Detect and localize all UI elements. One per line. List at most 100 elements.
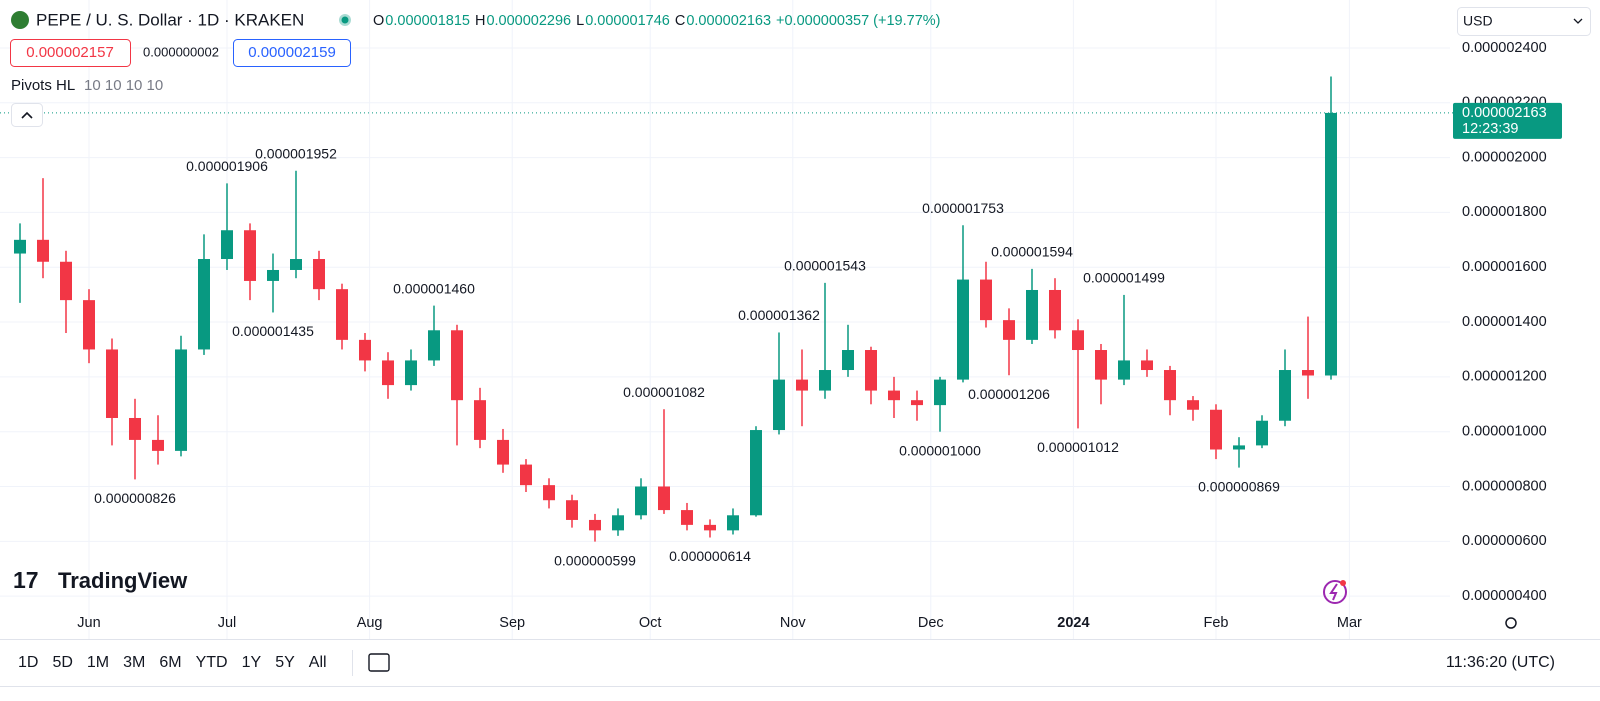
settings-icon[interactable] [1505,617,1517,629]
candle-body [1049,289,1061,331]
candle-body [658,486,670,511]
candle-body [1003,320,1015,340]
candle-body [1118,360,1130,380]
y-tick-label: 0.000000800 [1462,478,1547,494]
candle-body [612,515,624,531]
brand: TradingView [58,568,188,593]
brand-logo: 17 [13,567,39,593]
candle-body [1141,360,1153,371]
candle-body [1210,409,1222,450]
range-button[interactable]: 3M [123,654,145,671]
range-button[interactable]: 5D [52,654,72,671]
currency-select[interactable] [1457,7,1591,36]
symbol-logo [11,11,29,29]
x-tick-label: 2024 [1057,615,1089,631]
candle-body [175,349,187,451]
candle-body [497,439,509,465]
candle-body [796,379,808,391]
chevron [1573,18,1583,24]
candle-body [451,330,463,401]
candle-body [980,279,992,321]
pivot-high-label: 0.000001594 [991,244,1073,260]
symbol-title[interactable]: PEPE / U. S. Dollar · 1D · KRAKEN [36,10,304,29]
ohlc-value: 0.000002296 [486,13,571,29]
candle-body [382,360,394,386]
pivot-low-label: 0.000001000 [899,442,981,458]
range-button[interactable]: YTD [196,654,228,671]
range-button[interactable]: All [309,654,327,671]
range-button[interactable]: 1M [87,654,109,671]
candle-body [865,350,877,391]
candle-body [313,259,325,290]
candle-body [106,349,118,418]
pivot-labels: 0.000000826 0.000001906 0.000001435 0.00000… [94,145,1280,568]
candle-body [1072,330,1084,351]
x-tick-label: Nov [780,615,807,631]
y-tick-label: 0.000000400 [1462,588,1547,604]
y-tick-label: 0.000001600 [1462,259,1547,275]
pivot-low-label: 0.000001435 [232,323,314,339]
x-tick-label: Jul [218,615,237,631]
x-tick-label: Dec [918,615,944,631]
y-tick-label: 0.000001200 [1462,369,1547,385]
market-status-dot [341,16,349,24]
currency: USD [1463,13,1493,29]
indicator-name[interactable]: Pivots HL [11,77,75,94]
candle-body [842,350,854,371]
candle-body [83,300,95,350]
candle-body [1279,370,1291,421]
range-button[interactable]: 1D [18,654,38,671]
ohlc-legend: O 0.000001815 H 0.000002296 L 0.000001746 C 0.0… [373,13,771,29]
sell-button[interactable] [10,39,131,67]
alert-icon[interactable] [1323,580,1347,604]
countdown: 12:23:39 [1462,121,1518,137]
pivot-high-label: 0.000001906 [186,158,268,174]
candle-body [129,417,141,440]
candle-body [60,261,72,301]
buy-button[interactable] [233,39,351,67]
x-tick-label: Aug [357,615,383,631]
indicator-params: 10 10 10 10 [84,77,163,94]
range-button[interactable]: 1Y [242,654,262,671]
candle-body [1095,350,1107,380]
candle-body [1187,400,1199,410]
ohlc-key: L [576,13,584,29]
clock[interactable]: 11:36:20 (UTC) [1446,654,1555,671]
candle-body [888,390,900,401]
candle-body [750,430,762,516]
alert-dot [1340,580,1346,586]
alert-bolt [1329,583,1338,601]
candle-body [290,259,302,270]
candle-body [14,239,26,254]
candle-body [589,519,601,531]
date-range-icon[interactable] [368,653,390,672]
range-button[interactable]: 6M [159,654,181,671]
x-tick-label: Jun [77,615,100,631]
candle-body [267,269,279,281]
candle-body [773,379,785,431]
x-tick-label: Oct [639,615,662,631]
candle-body [1233,445,1245,450]
collapse-button[interactable] [11,103,43,127]
last-price-label: 0.000002163 [1462,105,1547,121]
last-price-box [1453,102,1562,139]
pivot-high-label: 0.000001543 [784,258,866,274]
candle-body [428,330,440,361]
candle-body [1325,112,1337,376]
ohlc-value: 0.000001746 [585,13,670,29]
sell-price: 0.000002157 [26,44,114,61]
pivot-high-label: 0.000001499 [1083,270,1165,286]
candle-body [520,464,532,486]
candle-body [1302,370,1314,376]
candle-body [957,279,969,380]
candle-body [37,239,49,262]
candle-body [244,230,256,281]
candle-body [727,515,739,531]
x-tick-label: Mar [1337,615,1362,631]
price-axis: 0.000000400 0.000000600 0.000000800 0.00000… [1453,40,1562,604]
pivot-high-label: 0.000001362 [738,307,820,323]
candle-body [566,500,578,520]
range-button[interactable]: 5Y [275,654,295,671]
ohlc-key: C [675,13,685,29]
